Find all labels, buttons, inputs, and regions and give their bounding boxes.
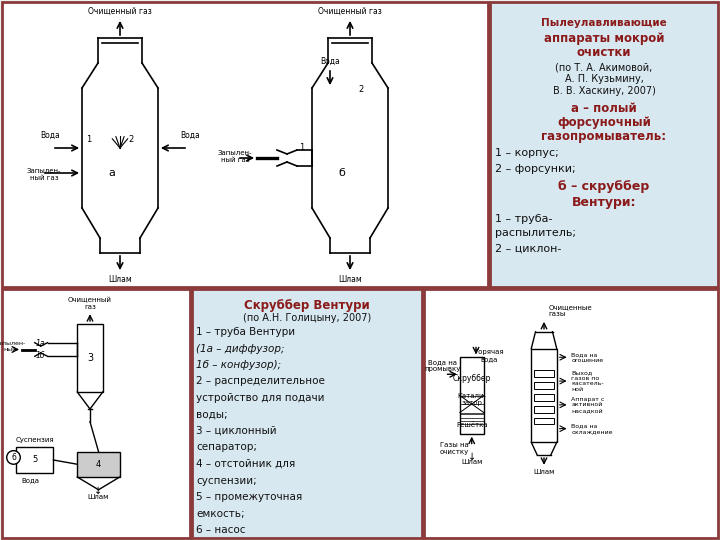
FancyBboxPatch shape xyxy=(2,2,488,287)
Text: 2 – распределительное: 2 – распределительное xyxy=(196,376,325,387)
Text: ↓: ↓ xyxy=(468,453,476,462)
Text: б – скруббер: б – скруббер xyxy=(559,180,649,193)
FancyBboxPatch shape xyxy=(534,382,554,389)
Text: емкость;: емкость; xyxy=(196,509,245,518)
Text: а – полый: а – полый xyxy=(571,102,637,115)
Text: 1б – конфузор);: 1б – конфузор); xyxy=(196,360,281,370)
Text: Пылеулавливающие: Пылеулавливающие xyxy=(541,18,667,28)
Text: Вода: Вода xyxy=(180,131,200,140)
Text: 3 – циклонный: 3 – циклонный xyxy=(196,426,276,436)
FancyBboxPatch shape xyxy=(534,394,554,401)
Text: 4: 4 xyxy=(96,460,101,469)
Text: Вода: Вода xyxy=(320,57,340,66)
Text: Запылен-
ный: Запылен- ный xyxy=(0,341,26,352)
Text: 6 – насос: 6 – насос xyxy=(196,525,246,535)
Text: 2 – форсунки;: 2 – форсунки; xyxy=(495,164,575,174)
Text: Шлам: Шлам xyxy=(338,275,362,284)
Text: Вода на
промывку: Вода на промывку xyxy=(425,359,461,372)
Text: Шлам: Шлам xyxy=(534,469,554,475)
Text: 6: 6 xyxy=(11,453,16,462)
Text: Решётка: Решётка xyxy=(456,422,487,428)
Text: 1а: 1а xyxy=(36,339,45,348)
FancyBboxPatch shape xyxy=(16,447,53,472)
Text: Очищенный газ: Очищенный газ xyxy=(318,7,382,16)
Text: 1 – труба Вентури: 1 – труба Вентури xyxy=(196,327,295,337)
Circle shape xyxy=(6,451,20,464)
Text: Скруббер: Скруббер xyxy=(453,374,491,383)
Text: Горячая
вода: Горячая вода xyxy=(474,349,503,362)
Text: (1а – диффузор;: (1а – диффузор; xyxy=(196,343,284,354)
Text: распылитель;: распылитель; xyxy=(495,228,576,238)
Text: 3: 3 xyxy=(87,353,93,363)
Text: Вода на
orошение: Вода на orошение xyxy=(571,352,603,363)
FancyBboxPatch shape xyxy=(192,289,422,538)
Text: 1: 1 xyxy=(300,144,305,152)
Text: Выход
газов по
касатель-
ной: Выход газов по касатель- ной xyxy=(571,370,604,392)
FancyBboxPatch shape xyxy=(2,289,190,538)
Text: Запылен-
ный газ: Запылен- ный газ xyxy=(217,150,252,163)
Text: Вода: Вода xyxy=(22,477,40,483)
Text: Аппарат с
активной
насадкой: Аппарат с активной насадкой xyxy=(571,396,605,413)
Text: 2: 2 xyxy=(358,85,364,94)
FancyBboxPatch shape xyxy=(460,357,484,434)
Text: воды;: воды; xyxy=(196,409,228,420)
Text: Вода на
охлаждение: Вода на охлаждение xyxy=(571,423,613,434)
Text: форсуночный: форсуночный xyxy=(557,116,651,129)
Text: 5 – промежуточная: 5 – промежуточная xyxy=(196,492,302,502)
Text: Вода: Вода xyxy=(40,131,60,140)
Text: Газы на
очистку: Газы на очистку xyxy=(440,442,469,455)
FancyBboxPatch shape xyxy=(77,451,120,477)
Text: б: б xyxy=(338,168,346,178)
Text: Суспензия: Суспензия xyxy=(15,437,54,443)
Text: суспензии;: суспензии; xyxy=(196,476,257,485)
Text: А. П. Кузьмину,: А. П. Кузьмину, xyxy=(564,74,644,84)
Text: 5: 5 xyxy=(32,456,37,464)
Text: Вентури:: Вентури: xyxy=(572,196,636,209)
FancyBboxPatch shape xyxy=(534,406,554,413)
Text: (по А.Н. Голицыну, 2007): (по А.Н. Голицыну, 2007) xyxy=(243,313,371,323)
Text: Шлам: Шлам xyxy=(108,275,132,284)
FancyBboxPatch shape xyxy=(424,289,718,538)
FancyBboxPatch shape xyxy=(531,349,557,442)
Text: 1 – труба-: 1 – труба- xyxy=(495,214,552,224)
Text: Шлам: Шлам xyxy=(461,459,482,465)
Text: а: а xyxy=(109,168,115,178)
Text: Запылен-
ный газ: Запылен- ный газ xyxy=(27,168,61,181)
Text: Очищенный газ: Очищенный газ xyxy=(88,7,152,16)
Text: 2: 2 xyxy=(128,136,133,145)
FancyBboxPatch shape xyxy=(534,370,554,377)
Text: 1 – корпус;: 1 – корпус; xyxy=(495,148,559,158)
Text: сепаратор;: сепаратор; xyxy=(196,442,257,453)
Text: Катали-
затор: Катали- затор xyxy=(457,393,486,406)
Text: аппараты мокрой: аппараты мокрой xyxy=(544,32,665,45)
Text: (по Т. А. Акимовой,: (по Т. А. Акимовой, xyxy=(555,62,652,72)
Text: 2 – циклон-: 2 – циклон- xyxy=(495,244,562,254)
Text: газопромыватель:: газопромыватель: xyxy=(541,130,667,143)
Text: очистки: очистки xyxy=(577,46,631,59)
Text: 1: 1 xyxy=(86,136,91,145)
Text: Шлам: Шлам xyxy=(88,494,109,500)
Text: В. В. Хаскину, 2007): В. В. Хаскину, 2007) xyxy=(552,86,655,96)
Text: 4 – отстойник для: 4 – отстойник для xyxy=(196,459,295,469)
Text: 1б: 1б xyxy=(36,350,45,360)
Text: Очищенный
газ: Очищенный газ xyxy=(68,296,112,309)
Text: Очищенные
газы: Очищенные газы xyxy=(548,305,592,318)
FancyBboxPatch shape xyxy=(534,417,554,424)
FancyBboxPatch shape xyxy=(77,324,103,392)
FancyBboxPatch shape xyxy=(490,2,718,287)
Text: устройство для подачи: устройство для подачи xyxy=(196,393,325,403)
Text: Скруббер Вентури: Скруббер Вентури xyxy=(244,299,370,312)
Text: ↓: ↓ xyxy=(94,485,102,496)
